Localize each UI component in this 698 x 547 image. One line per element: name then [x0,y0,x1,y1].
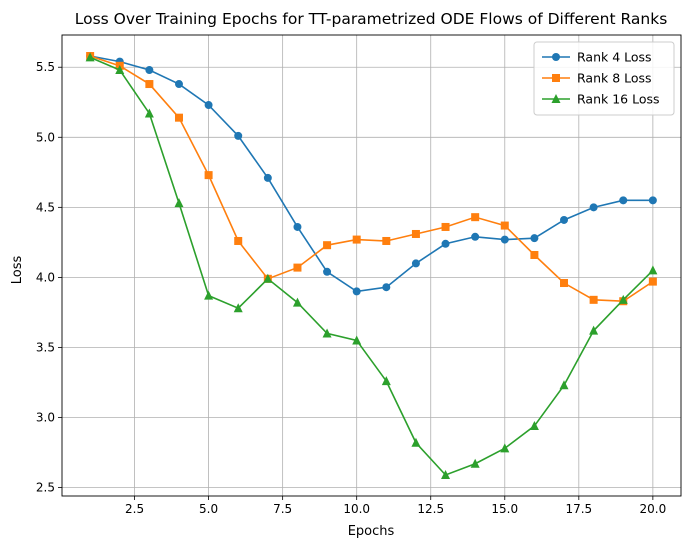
data-point [471,232,480,241]
data-point [529,420,539,430]
data-point [85,52,95,62]
data-point [589,203,598,212]
series-group [85,52,658,479]
legend-label: Rank 4 Loss [577,50,652,65]
legend-label: Rank 16 Loss [577,92,660,107]
data-point [411,259,420,268]
data-point [382,236,391,245]
data-point [471,213,480,222]
data-point [500,221,509,230]
series-line [89,56,654,476]
x-axis-label: Epochs [348,524,395,539]
data-point [441,469,451,479]
data-point [115,65,125,75]
data-point [382,283,391,292]
data-point [263,273,273,283]
data-point [204,171,213,180]
data-point [322,328,332,338]
y-tick-label: 3.5 [36,340,55,354]
data-point [174,80,183,89]
data-point [292,297,302,307]
x-tick-label: 20.0 [640,502,667,516]
data-point [500,235,509,244]
y-tick-label: 4.0 [36,270,55,284]
data-point [560,279,569,288]
legend-item: Rank 8 Loss [542,71,652,86]
x-tick-label: 17.5 [565,502,592,516]
axes: 2.5 5.0 7.5 10.0 12.5 15.0 17.5 20.0 2.5 3.0 3.5 4.… [36,34,682,516]
data-point [619,196,628,205]
data-point [174,198,184,208]
data-point [145,66,154,75]
data-point [204,101,213,110]
data-point [441,222,450,231]
data-point [234,236,243,245]
data-point [618,294,628,304]
x-tick-label: 12.5 [417,502,444,516]
data-point [560,215,569,224]
data-point [352,235,361,244]
series-line [89,55,653,293]
x-tick-label: 2.5 [125,502,144,516]
legend-label: Rank 8 Loss [577,71,652,86]
legend-marker [552,53,560,61]
data-point [352,287,361,296]
x-tick-label: 7.5 [273,502,292,516]
data-point [411,437,421,447]
data-point [204,290,214,300]
x-tick-label: 5.0 [199,502,218,516]
legend-marker [551,94,561,103]
data-point [530,234,539,243]
legend-marker [552,74,560,82]
y-axis-label: Loss [10,256,25,285]
y-tick-label: 5.5 [36,60,55,74]
y-tick-label: 2.5 [36,481,55,495]
data-point [589,295,598,304]
chart-title: Loss Over Training Epochs for TT-paramet… [75,10,668,28]
legend: Rank 4 Loss Rank 8 Loss Rank 16 Loss [533,41,675,116]
data-point [233,303,243,313]
series-3 [85,52,658,479]
data-point [323,267,332,276]
data-point [411,229,420,238]
x-tick-label: 15.0 [491,502,518,516]
y-tick-label: 4.5 [36,200,55,214]
data-point [263,173,272,182]
data-point [500,443,510,453]
series-line [89,55,654,303]
data-point [174,113,183,122]
data-point [293,263,302,272]
data-point [352,335,362,345]
data-point [648,196,657,205]
data-point [648,265,658,275]
data-point [530,250,539,259]
data-point [234,131,243,140]
data-point [145,80,154,89]
data-point [381,376,391,386]
data-point [323,241,332,250]
data-point [470,458,480,468]
legend-box [533,41,675,116]
data-point [559,380,569,390]
legend-item: Rank 4 Loss [542,50,652,65]
data-point [293,222,302,231]
plot-frame [61,34,682,497]
data-point [441,239,450,248]
grid [62,35,681,496]
data-point [589,325,599,335]
y-tick-label: 5.0 [36,130,55,144]
y-tick-label: 3.0 [36,411,55,425]
x-tick-label: 10.0 [343,502,370,516]
data-point [144,108,154,118]
data-point [648,277,657,286]
legend-item: Rank 16 Loss [542,92,660,107]
